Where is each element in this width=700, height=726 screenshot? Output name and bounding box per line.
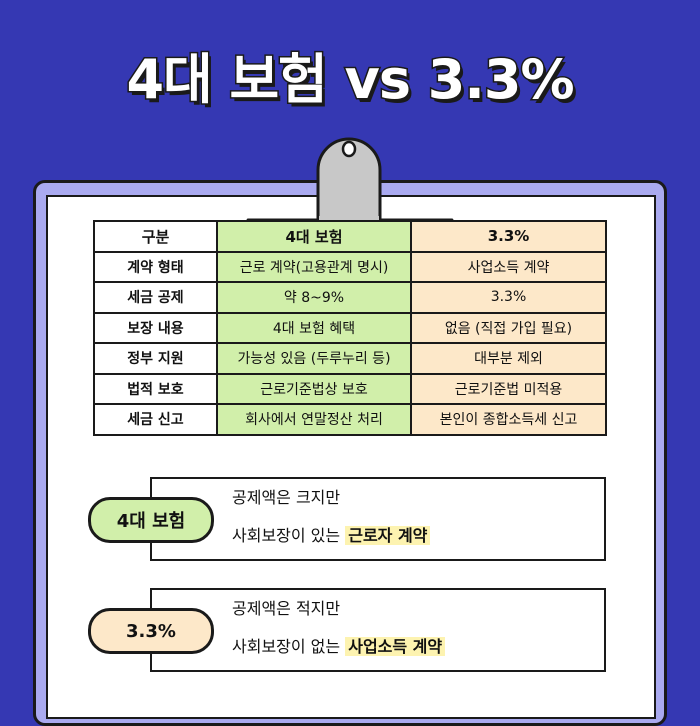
cell: 근로기준법상 보호 xyxy=(216,372,412,405)
table-row: 법적 보호 근로기준법상 보호 근로기준법 미적용 xyxy=(93,372,607,405)
cell: 사업소득 계약 xyxy=(410,250,607,283)
summary-label-33: 3.3% xyxy=(88,608,214,654)
summary-line2: 사회보장이 있는 xyxy=(232,526,346,545)
table-row: 세금 신고 회사에서 연말정산 처리 본인이 종합소득세 신고 xyxy=(93,403,607,436)
summary-text-4dae: 공제액은 크지만 사회보장이 있는 근로자 계약 xyxy=(232,479,431,555)
summary-line1: 공제액은 적지만 xyxy=(232,599,341,618)
header-cell: 3.3% xyxy=(410,220,607,253)
summary-line2: 사회보장이 없는 xyxy=(232,637,346,656)
summary-line1: 공제액은 크지만 xyxy=(232,488,341,507)
page-title: 4대 보험 vs 3.3% xyxy=(125,47,576,113)
cell: 본인이 종합소득세 신고 xyxy=(410,403,607,436)
cell: 근로 계약(고용관계 명시) xyxy=(216,250,412,283)
summary-highlight: 근로자 계약 xyxy=(345,526,431,545)
table-header-row: 구분 4대 보험 3.3% xyxy=(93,220,607,253)
cell: 3.3% xyxy=(410,281,607,314)
cell: 대부분 제외 xyxy=(410,342,607,375)
cell: 가능성 있음 (두루누리 등) xyxy=(216,342,412,375)
row-label: 법적 보호 xyxy=(93,372,218,405)
table-row: 세금 공제 약 8~9% 3.3% xyxy=(93,281,607,314)
cell: 4대 보험 혜택 xyxy=(216,311,412,344)
header-cell: 구분 xyxy=(93,220,218,253)
summary-highlight: 사업소득 계약 xyxy=(345,637,446,656)
table-row: 정부 지원 가능성 있음 (두루누리 등) 대부분 제외 xyxy=(93,342,607,375)
row-label: 정부 지원 xyxy=(93,342,218,375)
summary-text-33: 공제액은 적지만 사회보장이 없는 사업소득 계약 xyxy=(232,590,446,666)
summary-label-4dae: 4대 보험 xyxy=(88,497,214,543)
cell: 회사에서 연말정산 처리 xyxy=(216,403,412,436)
row-label: 계약 형태 xyxy=(93,250,218,283)
cell: 없음 (직접 가입 필요) xyxy=(410,311,607,344)
summary-box-33 xyxy=(150,588,606,672)
table-row: 보장 내용 4대 보험 혜택 없음 (직접 가입 필요) xyxy=(93,311,607,344)
cell: 근로기준법 미적용 xyxy=(410,372,607,405)
table-row: 계약 형태 근로 계약(고용관계 명시) 사업소득 계약 xyxy=(93,250,607,283)
row-label: 세금 신고 xyxy=(93,403,218,436)
comparison-table: 구분 4대 보험 3.3% 계약 형태 근로 계약(고용관계 명시) 사업소득 계약… xyxy=(93,220,607,436)
row-label: 보장 내용 xyxy=(93,311,218,344)
cell: 약 8~9% xyxy=(216,281,412,314)
summary-box-4dae xyxy=(150,477,606,561)
header-cell: 4대 보험 xyxy=(216,220,412,253)
row-label: 세금 공제 xyxy=(93,281,218,314)
